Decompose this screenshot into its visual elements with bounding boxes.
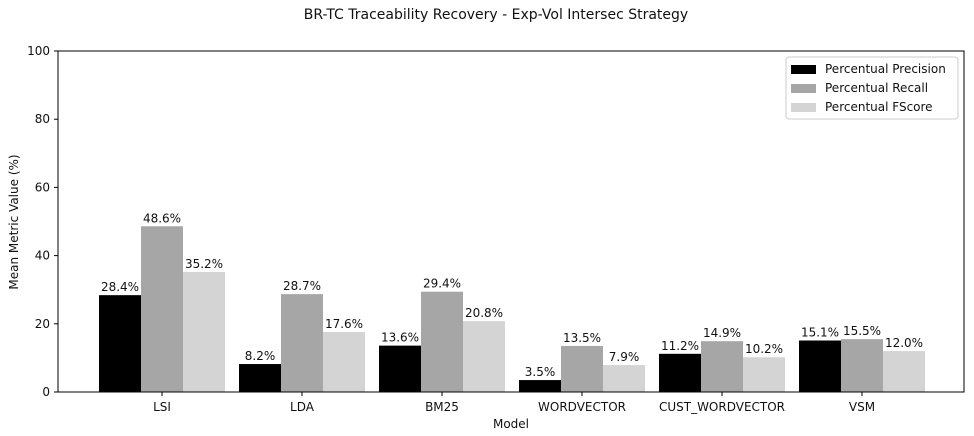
x-axis-label: Model — [493, 417, 529, 431]
x-tick-label: WORDVECTOR — [538, 400, 626, 414]
data-label: 17.6% — [325, 317, 363, 331]
y-tick-label: 0 — [42, 385, 50, 399]
data-label: 10.2% — [745, 342, 783, 356]
bars-group — [99, 226, 925, 392]
data-label: 15.5% — [843, 324, 881, 338]
bar-vsm-2 — [883, 351, 925, 392]
bar-cust_wordvector-2 — [743, 357, 785, 392]
bar-bm25-1 — [421, 291, 463, 392]
data-label: 29.4% — [423, 277, 461, 291]
data-label: 8.2% — [245, 349, 276, 363]
bar-vsm-0 — [799, 340, 841, 392]
bar-lsi-0 — [99, 295, 141, 392]
data-label: 28.7% — [283, 279, 321, 293]
bar-wordvector-0 — [519, 380, 561, 392]
x-tick-label: LSI — [153, 400, 171, 414]
legend-swatch — [791, 65, 816, 74]
bar-lda-0 — [239, 364, 281, 392]
x-tick-label: BM25 — [425, 400, 459, 414]
bar-wordvector-2 — [603, 365, 645, 392]
bar-vsm-1 — [841, 339, 883, 392]
legend-swatch — [791, 103, 816, 112]
legend-frame — [785, 56, 959, 120]
legend-entry: Percentual Recall — [825, 81, 928, 95]
x-tick-label: VSM — [849, 400, 875, 414]
data-label: 20.8% — [465, 306, 503, 320]
y-axis-label: Mean Metric Value (%) — [7, 154, 21, 289]
y-tick-label: 40 — [35, 249, 50, 263]
bar-wordvector-1 — [561, 345, 603, 392]
data-label: 14.9% — [703, 326, 741, 340]
data-label: 13.5% — [563, 331, 601, 345]
data-label: 11.2% — [661, 339, 699, 353]
bar-lsi-2 — [183, 271, 225, 392]
data-label: 7.9% — [609, 350, 640, 364]
legend-entry: Percentual FScore — [825, 100, 933, 114]
legend-items: Percentual Precision Percentual Recall Per… — [791, 62, 946, 114]
y-axis-ticks: 0 20 40 60 80 100 — [27, 44, 58, 399]
data-label: 3.5% — [525, 365, 556, 379]
chart-title: BR-TC Traceability Recovery - Exp-Vol In… — [304, 7, 688, 23]
bar-cust_wordvector-1 — [701, 341, 743, 392]
y-tick-label: 20 — [35, 317, 50, 331]
data-label: 12.0% — [885, 336, 923, 350]
legend: Percentual Precision Percentual Recall Per… — [785, 56, 959, 120]
bar-lda-1 — [281, 294, 323, 392]
data-labels-group: 28.4% 8.2% 13.6% 3.5% 11.2% 15.1% 48.6% 28.7% 29… — [101, 211, 923, 379]
plot-frame — [57, 50, 965, 393]
bar-bm25-0 — [379, 345, 421, 392]
data-label: 48.6% — [143, 211, 181, 225]
y-tick-label: 60 — [35, 180, 50, 194]
bar-bm25-2 — [463, 321, 505, 392]
y-tick-label: 80 — [35, 112, 50, 126]
data-label: 15.1% — [801, 326, 839, 340]
y-tick-label: 100 — [27, 44, 50, 58]
data-label: 35.2% — [185, 257, 223, 271]
data-label: 13.6% — [381, 331, 419, 345]
legend-swatch — [791, 84, 816, 93]
bar-cust_wordvector-0 — [659, 353, 701, 392]
data-label: 28.4% — [101, 280, 139, 294]
x-axis-ticks: LSI LDA BM25 WORDVECTOR CUST_WORDVECTOR VSM — [153, 392, 875, 414]
legend-entry: Percentual Precision — [825, 62, 946, 76]
bar-lsi-1 — [141, 226, 183, 392]
x-tick-label: CUST_WORDVECTOR — [659, 400, 785, 414]
bar-lda-2 — [323, 331, 365, 392]
x-tick-label: LDA — [290, 400, 315, 414]
